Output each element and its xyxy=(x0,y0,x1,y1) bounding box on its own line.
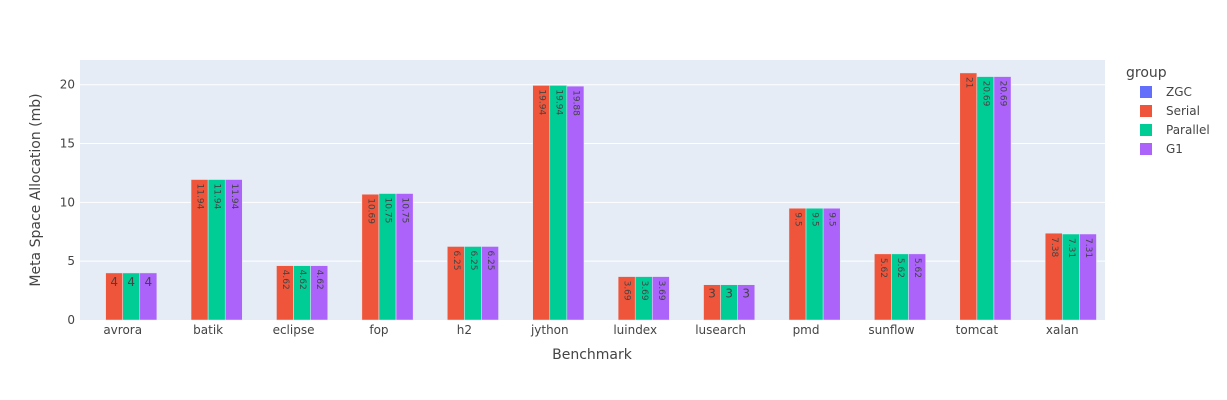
legend-label: ZGC xyxy=(1166,85,1192,99)
bar xyxy=(395,193,414,321)
x-tick-labels: avrora batik eclipse fop h2 jython luindex luse… xyxy=(103,323,1078,337)
legend-swatch xyxy=(1140,124,1152,136)
bar-label: 4.62 xyxy=(297,270,307,290)
y-tick-label: 15 xyxy=(60,137,75,151)
bar xyxy=(310,265,328,321)
bar-label: 21 xyxy=(963,77,973,88)
bar-label: 4 xyxy=(127,275,135,289)
x-tick-label: sunflow xyxy=(868,323,914,337)
x-tick-label: tomcat xyxy=(956,323,999,337)
plot-background xyxy=(80,60,1105,320)
y-tick-label: 20 xyxy=(60,78,75,92)
bar-label: 19.94 xyxy=(553,89,563,115)
bar-label: 6.25 xyxy=(468,250,478,270)
bar-label: 7.31 xyxy=(1083,238,1093,258)
legend-swatch xyxy=(1140,143,1152,155)
bar-label: 3.69 xyxy=(622,281,632,301)
legend-title: group xyxy=(1126,65,1167,81)
legend: ZGC Serial Parallel G1 xyxy=(1140,85,1210,156)
bar xyxy=(566,85,585,321)
x-tick-label: luindex xyxy=(613,323,657,337)
y-tick-label: 10 xyxy=(60,195,75,209)
bar-label: 4.62 xyxy=(280,270,290,290)
bar-label: 10.69 xyxy=(365,198,375,224)
bar-label: 11.94 xyxy=(229,184,239,210)
x-tick-label: xalan xyxy=(1046,323,1079,337)
x-tick-label: jython xyxy=(530,323,569,337)
bar-label: 10.75 xyxy=(383,198,393,224)
bar-label: 3 xyxy=(725,287,733,301)
bar-label: 5.62 xyxy=(912,258,922,278)
bar-label: 5.62 xyxy=(895,258,905,278)
bar xyxy=(1079,233,1097,321)
bar-label: 9.5 xyxy=(810,212,820,226)
bar-label: 3.69 xyxy=(656,281,666,301)
bar-label: 6.25 xyxy=(485,250,495,270)
bar-label: 11.94 xyxy=(212,184,222,210)
legend-label: Parallel xyxy=(1166,123,1210,137)
y-tick-label: 0 xyxy=(67,313,75,327)
bar xyxy=(224,179,243,321)
bar-label: 11.94 xyxy=(195,184,205,210)
bar-label: 19.94 xyxy=(536,89,546,115)
bar-label: 6.25 xyxy=(451,250,461,270)
y-axis-title: Meta Space Allocation (mb) xyxy=(28,93,44,286)
bar xyxy=(822,207,841,321)
bar-label: 5.62 xyxy=(878,258,888,278)
y-tick-label: 5 xyxy=(67,254,75,268)
bar xyxy=(549,85,568,321)
x-tick-label: batik xyxy=(193,323,223,337)
bar xyxy=(481,246,499,321)
bar xyxy=(737,284,756,321)
bar-label: 19.88 xyxy=(570,90,580,116)
x-tick-label: h2 xyxy=(457,323,472,337)
y-tick-labels: 0 5 10 15 20 xyxy=(60,78,75,327)
grid-lines xyxy=(80,84,1105,262)
legend-swatch xyxy=(1140,105,1152,117)
legend-item[interactable]: ZGC xyxy=(1140,85,1192,99)
x-tick-label: eclipse xyxy=(273,323,315,337)
bar-label: 7.31 xyxy=(1066,238,1076,258)
bar xyxy=(993,76,1012,321)
legend-item[interactable]: G1 xyxy=(1140,142,1183,156)
bar-label: 20.69 xyxy=(980,81,990,107)
bar-label: 10.75 xyxy=(400,198,410,224)
bar-label: 4 xyxy=(145,275,153,289)
x-axis-title: Benchmark xyxy=(552,347,633,363)
bar-label: 7.38 xyxy=(1049,237,1059,257)
x-tick-label: pmd xyxy=(793,323,820,337)
bar-label: 9.5 xyxy=(793,212,803,226)
bar-label: 3 xyxy=(708,287,716,301)
x-tick-label: lusearch xyxy=(695,323,746,337)
bar-label: 4.62 xyxy=(314,270,324,290)
x-tick-label: avrora xyxy=(103,323,142,337)
bar-label: 9.5 xyxy=(827,212,837,226)
bar-label: 4 xyxy=(110,275,118,289)
bars: 4 11.94 4.62 10.69 6.25 19.94 3.69 3 9.5 5.62 21 7.… xyxy=(105,72,1097,321)
legend-item[interactable]: Serial xyxy=(1140,104,1200,118)
x-tick-label: fop xyxy=(369,323,388,337)
legend-label: Serial xyxy=(1166,104,1200,118)
bar xyxy=(976,76,995,321)
legend-item[interactable]: Parallel xyxy=(1140,123,1210,137)
legend-swatch xyxy=(1140,86,1152,98)
bar xyxy=(959,72,978,321)
bar xyxy=(652,276,670,321)
bar xyxy=(139,272,158,321)
legend-label: G1 xyxy=(1166,142,1183,156)
bar-label: 3 xyxy=(742,287,750,301)
bar xyxy=(908,253,926,321)
bar-label: 20.69 xyxy=(998,81,1008,107)
bar xyxy=(532,85,551,321)
bar-label: 3.69 xyxy=(639,281,649,301)
